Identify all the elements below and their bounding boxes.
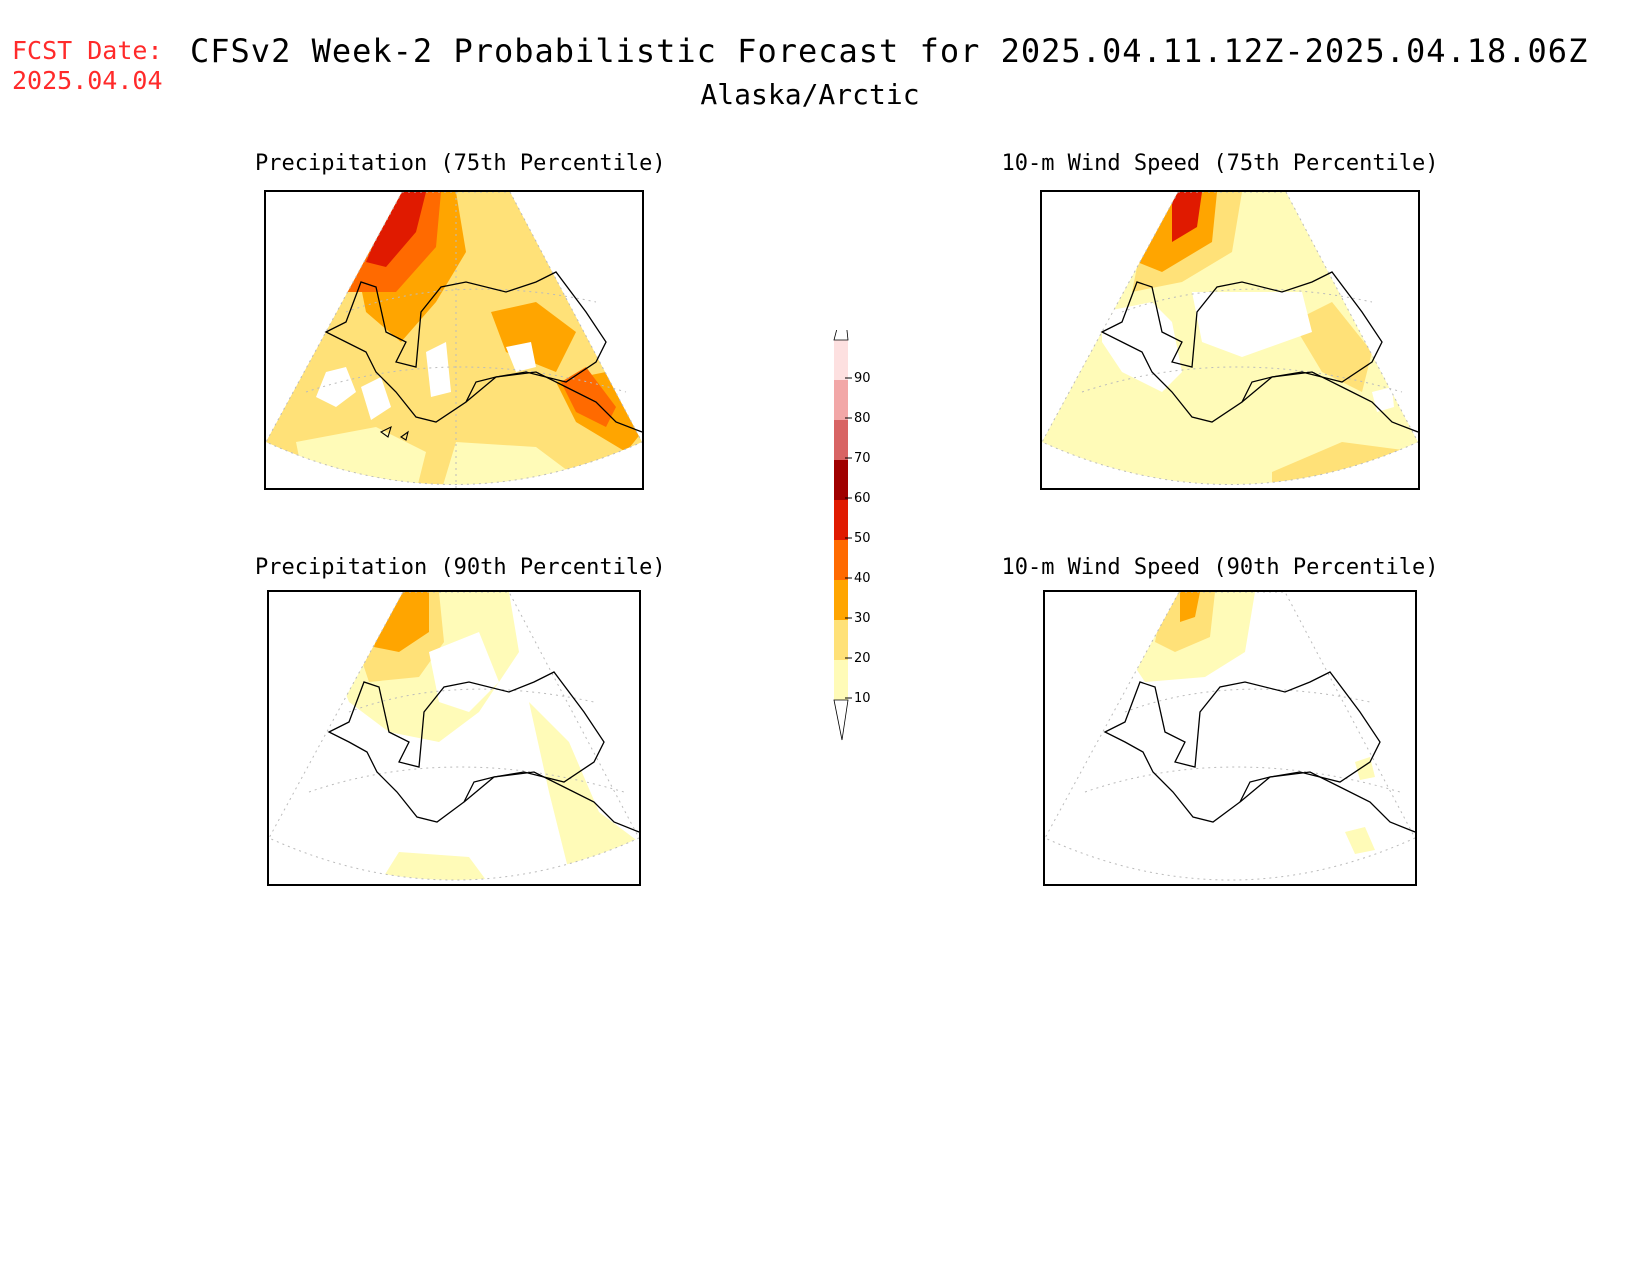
map-wind75 xyxy=(1042,192,1418,485)
colorbar-bottom-cap xyxy=(833,699,849,741)
map-panel-precip75 xyxy=(264,190,644,490)
colorbar-box-4 xyxy=(834,500,848,540)
colorbar-box-7 xyxy=(834,380,848,420)
colorbar-box-1 xyxy=(834,620,848,660)
colorbar-label-10: 10 xyxy=(854,691,871,706)
colorbar: 10 20 30 40 50 60 70 80 90 xyxy=(816,301,896,750)
colorbar-label-50: 50 xyxy=(854,531,871,546)
colorbar-label-60: 60 xyxy=(854,491,871,506)
map-panel-precip90 xyxy=(267,590,641,886)
panel-title-precip75: Precipitation (75th Percentile) xyxy=(255,151,666,176)
map-precip90 xyxy=(269,592,639,881)
colorbar-label-20: 20 xyxy=(854,651,871,666)
map-panel-wind75 xyxy=(1040,190,1420,490)
colorbar-label-40: 40 xyxy=(854,571,871,586)
forecast-date-value: 2025.04.04 xyxy=(12,66,163,95)
region-title: Alaska/Arctic xyxy=(700,78,920,111)
colorbar-label-30: 30 xyxy=(854,611,871,626)
colorbar-svg: 10 20 30 40 50 60 70 80 90 xyxy=(833,301,871,741)
colorbar-label-90: 90 xyxy=(854,371,871,386)
colorbar-label-80: 80 xyxy=(854,411,871,426)
colorbar-box-5 xyxy=(834,460,848,500)
map-wind90 xyxy=(1045,592,1415,881)
panel-title-wind90: 10-m Wind Speed (90th Percentile) xyxy=(1001,555,1439,580)
colorbar-box-2 xyxy=(834,580,848,620)
forecast-date-label: FCST Date: xyxy=(12,36,163,65)
map-panel-wind90 xyxy=(1043,590,1417,886)
colorbar-top-cap xyxy=(833,301,849,341)
colorbar-label-70: 70 xyxy=(854,451,871,466)
panel-title-precip90: Precipitation (90th Percentile) xyxy=(255,555,666,580)
colorbar-box-8 xyxy=(834,340,848,380)
forecast-date-block: FCST Date: 2025.04.04 xyxy=(12,36,163,96)
map-precip75 xyxy=(266,192,642,488)
colorbar-box-6 xyxy=(834,420,848,460)
colorbar-box-0 xyxy=(834,660,848,700)
page-title: CFSv2 Week-2 Probabilistic Forecast for … xyxy=(190,32,1589,70)
colorbar-box-3 xyxy=(834,540,848,580)
panel-title-wind75: 10-m Wind Speed (75th Percentile) xyxy=(1001,151,1439,176)
